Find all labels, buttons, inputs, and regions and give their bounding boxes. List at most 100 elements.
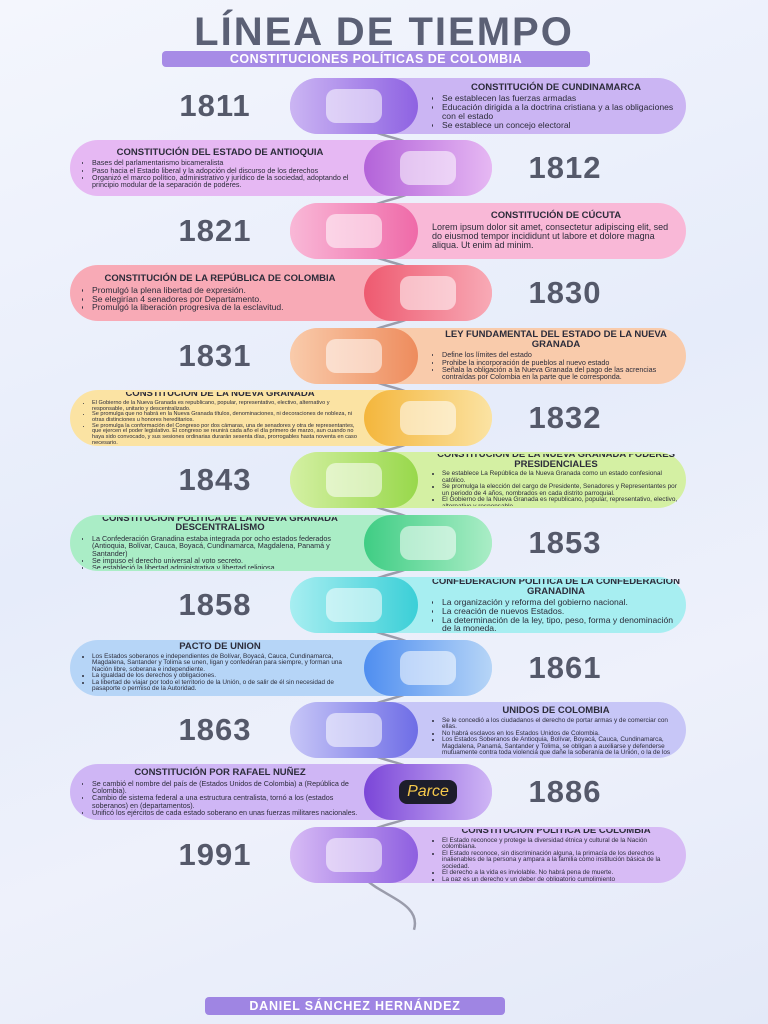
entry-item: Define los límites del estado xyxy=(442,351,680,359)
year: 1886 xyxy=(528,774,602,810)
entry-item: El Gobierno de la Nueva Granada es repub… xyxy=(92,400,358,412)
year: 1821 xyxy=(178,212,252,248)
icon xyxy=(400,650,456,685)
entry-image xyxy=(364,265,492,322)
entry-text: CONSTITUCIÓN POR RAFAEL NUÑEZSe cambió e… xyxy=(82,766,358,818)
icon xyxy=(326,713,382,747)
entry-title: CONSTITUCIÓN DE LA NUEVA GRANADA xyxy=(125,392,315,400)
entry-title: LEY FUNDAMENTAL DEL ESTADO DE LA NUEVA G… xyxy=(445,329,667,350)
entry-text: CONSTITUCIÓN DE LA NUEVA GRANADAEl Gobie… xyxy=(82,392,358,444)
entry-image xyxy=(290,78,418,134)
entry-image xyxy=(364,639,492,696)
icon xyxy=(326,338,382,373)
entry-text: CONSTITUCIÓN DE LA REPÚBLICA DE COLOMBIA… xyxy=(82,267,358,319)
entry-item: Se promulga que no habrá en la Nueva Gra… xyxy=(92,411,358,423)
entry-item: Educación dirigida a la doctrina cristia… xyxy=(442,103,680,121)
year: 1863 xyxy=(178,712,252,747)
entry-item: Prohibe la incorporación de pueblos al n… xyxy=(442,358,680,366)
title: LÍNEA DE TIEMPO xyxy=(194,10,574,54)
icon xyxy=(400,276,456,311)
year: 1853 xyxy=(528,524,602,560)
year: 1843 xyxy=(178,462,252,498)
subtitle: CONSTITUCIONES POLÍTICAS DE COLOMBIA xyxy=(162,51,590,67)
entry-image: Parce xyxy=(364,764,492,821)
entry-item: Se promulga la elección del cargo de Pre… xyxy=(442,484,680,497)
entry-item: Se establece un concejo electoral xyxy=(442,120,680,130)
icon xyxy=(400,151,456,186)
year: 1858 xyxy=(178,587,252,623)
icon xyxy=(326,213,382,248)
entry-image xyxy=(290,702,418,758)
entry-image xyxy=(364,390,492,446)
icon xyxy=(400,401,456,435)
entry-title: CONSTITUCIÓN DE LA REPÚBLICA DE COLOMBIA xyxy=(104,273,336,285)
entry-item: La creación de nuevos Estados. xyxy=(442,607,680,616)
entry-list: La organización y reforma del gobierno n… xyxy=(432,598,680,631)
entry-image xyxy=(290,202,418,259)
entry-text: CONSTITUCIÓN POLÍTICA DE COLOMBIAEl Esta… xyxy=(432,829,680,881)
entry-list: Se cambió el nombre del país de (Estados… xyxy=(82,780,358,817)
entry-item: Los Estados soberanos e independientes d… xyxy=(92,653,358,674)
entry-item: El Gobierno de la Nueva Granada es repub… xyxy=(442,497,680,507)
entry-list: El Gobierno de la Nueva Granada es repub… xyxy=(82,400,358,444)
entry-image xyxy=(364,514,492,571)
entry-text: CONSTITUCIÓN POLÍTICA PARA LOS ESTADOS U… xyxy=(432,704,680,756)
entry-item: Señala la obligación a la Nueva Granada … xyxy=(442,366,680,381)
icon xyxy=(400,525,456,560)
entry-item: Promulgó la plena libertad de expresión. xyxy=(92,286,358,295)
icon xyxy=(326,588,382,623)
entry-list: Lorem ipsum dolor sit amet, consectetur … xyxy=(432,222,680,251)
entry-item: Organizó el marco político, administrati… xyxy=(92,174,358,189)
entry-text: LEY FUNDAMENTAL DEL ESTADO DE LA NUEVA G… xyxy=(432,330,680,382)
author: DANIEL SÁNCHEZ HERNÁNDEZ xyxy=(205,997,505,1015)
entry-title: CONFEDERACIÓN POLÍTICA DE LA CONFEDERACI… xyxy=(432,579,680,597)
entry-list: La Confederación Granadina estaba integr… xyxy=(82,535,358,569)
entry-item: Bases del parlamentarismo bicameralista xyxy=(92,159,358,167)
entry-item: Se establece La República de la Nueva Gr… xyxy=(442,471,680,484)
entry-list: Se establece La República de la Nueva Gr… xyxy=(432,471,680,507)
entry-text: CONSTITUCIÓN DE CÚCUTA Lorem ipsum dolor … xyxy=(432,205,680,257)
entry-list: Los Estados soberanos e independientes d… xyxy=(82,653,358,693)
entry-list: Bases del parlamentarismo bicameralistaP… xyxy=(82,159,358,188)
year: 1812 xyxy=(528,150,602,186)
entry-title: CONSTITUCIÓN POLÍTICA PARA LOS ESTADOS U… xyxy=(447,704,664,717)
entry-image xyxy=(364,140,492,197)
entry-title: CONSTITUCIÓN POLÍTICA DE LA NUEVA GRANAD… xyxy=(102,516,338,534)
entry-title: CONSTITUCIÓN DEL ESTADO DE ANTIOQUIA xyxy=(116,146,324,158)
entry-item: Se estableció la libertad administrativa… xyxy=(92,564,358,569)
entry-item: Se cambió el nombre del país de (Estados… xyxy=(92,780,358,795)
entry-title: PACTO DE UNIÓN xyxy=(179,641,261,653)
entry-item: El derecho a la vida es inviolable. No h… xyxy=(442,870,680,877)
entry-title: CONSTITUCIÓN DE LA NUEVA GRANADA PODERES… xyxy=(437,454,675,470)
entry-text: CONFEDERACIÓN POLÍTICA DE LA CONFEDERACI… xyxy=(432,579,680,631)
entry-list: Se le concedió a los ciudadanos el derec… xyxy=(432,717,680,756)
entry-item: La paz es un derecho y un deber de oblig… xyxy=(442,876,680,880)
year: 1811 xyxy=(179,88,251,123)
year: 1831 xyxy=(178,337,252,373)
entry-item: Se elegirían 4 senadores por Departament… xyxy=(92,294,358,304)
icon xyxy=(326,463,382,498)
entry-image xyxy=(290,826,418,883)
entry-item: El Estado reconoce y protege la diversid… xyxy=(442,837,680,851)
entry-item: Se impuso el derecho universal al voto s… xyxy=(92,557,358,565)
entry-item: Paso hacia el Estado liberal y la adopci… xyxy=(92,166,358,174)
entry-text: CONSTITUCIÓN DE LA NUEVA GRANADA PODERES… xyxy=(432,454,680,506)
entry-text: CONSTITUCIÓN DEL ESTADO DE ANTIOQUIABase… xyxy=(82,142,358,194)
entry-image xyxy=(290,577,418,634)
entry-item: Unificó los ejércitos de cada estado sob… xyxy=(92,809,358,817)
entry-text: PACTO DE UNIÓNLos Estados soberanos e in… xyxy=(82,642,358,694)
year: 1832 xyxy=(528,400,602,435)
entry-item: La determinación de la ley, tipo, peso, … xyxy=(442,615,680,631)
entry-text: CONSTITUCIÓN POLÍTICA DE LA NUEVA GRANAD… xyxy=(82,517,358,569)
entry-item: La igualdad de los derechos y obligacion… xyxy=(92,673,358,680)
entry-item: La organización y reforma del gobierno n… xyxy=(442,598,680,607)
entry-item: Se establecen las fuerzas armadas xyxy=(442,94,680,103)
entry-list: Se establecen las fuerzas armadasEducaci… xyxy=(432,94,680,129)
icon xyxy=(326,837,382,872)
entry-text: CONSTITUCIÓN DE CUNDINAMARCASe establece… xyxy=(432,80,680,132)
entry-list: El Estado reconoce y protege la diversid… xyxy=(432,837,680,881)
entry-list: Define los límites del estadoProhibe la … xyxy=(432,351,680,380)
entry-item: Se promulga la conformación del Congreso… xyxy=(92,423,358,444)
